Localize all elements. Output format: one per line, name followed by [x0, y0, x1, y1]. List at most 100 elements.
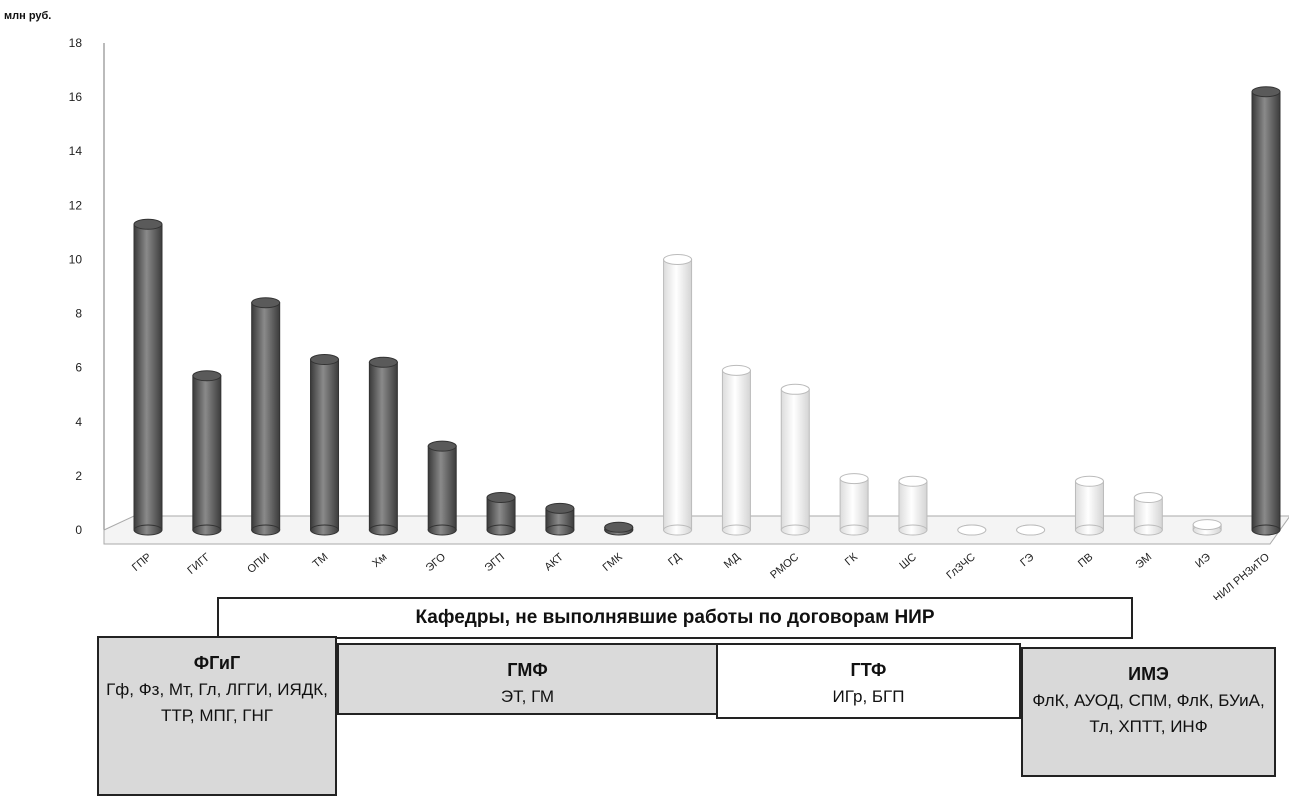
bar-base: [663, 524, 693, 536]
chart-floor: [103, 515, 1289, 545]
faculty-box-ime: ИМЭ ФлК, АУОД, СПМ, ФлК, БУиА, Тл, ХПТТ,…: [1021, 647, 1276, 777]
bar: [310, 354, 340, 536]
bar-top: [545, 502, 575, 514]
bar-body: [898, 480, 928, 531]
bar-top: [486, 492, 516, 504]
bar: [780, 383, 810, 536]
bar-top: [1192, 519, 1222, 531]
y-unit-label: млн руб.: [4, 10, 52, 22]
bar-body: [780, 388, 810, 531]
bar-base: [839, 524, 869, 536]
bar: [957, 524, 987, 536]
faculty-name: ИМЭ: [1128, 664, 1169, 684]
bar-top: [1133, 492, 1163, 504]
bar-body: [251, 302, 281, 531]
bar-base: [1133, 524, 1163, 536]
bar: [839, 473, 869, 536]
faculty-box-gtf: ГТФ ИГр, БГП: [716, 643, 1021, 719]
x-tick-label: МД: [722, 551, 743, 571]
bar-body: [1074, 480, 1104, 531]
bar-body: [133, 223, 163, 531]
y-tick-label: 16: [69, 90, 83, 104]
y-tick-label: 6: [75, 361, 82, 375]
faculty-name: ФГиГ: [193, 653, 241, 673]
bar: [721, 364, 751, 536]
x-tick-label: ПВ: [1076, 551, 1095, 570]
bar-base: [486, 524, 516, 536]
bar: [133, 218, 163, 536]
bar-base: [368, 524, 398, 536]
banner: Кафедры, не выполнявшие работы по догово…: [217, 597, 1133, 639]
x-tick-label: Хм: [370, 551, 389, 570]
bar-top: [957, 524, 987, 536]
bar-body: [310, 359, 340, 531]
bar-base: [721, 524, 751, 536]
faculty-departments: ИГр, БГП: [832, 687, 905, 706]
x-tick-label: ТМ: [311, 551, 331, 570]
bar: [1251, 86, 1281, 536]
bar-top: [1074, 475, 1104, 487]
bar-base: [898, 524, 928, 536]
bar: [604, 521, 634, 536]
x-tick-label: ИЭ: [1193, 551, 1213, 570]
bar-top: [898, 475, 928, 487]
bar-top: [1251, 86, 1281, 98]
bar-body: [721, 369, 751, 531]
bar-top: [310, 354, 340, 366]
x-tick-label: НИЛ РНЗиТО: [1211, 551, 1272, 600]
y-tick-label: 18: [69, 36, 83, 50]
faculty-departments: ЭТ, ГМ: [500, 687, 555, 706]
bar: [545, 502, 575, 536]
bar-body: [1251, 91, 1281, 531]
y-tick-label: 8: [75, 307, 82, 321]
bar-base: [1251, 524, 1281, 536]
bar-top: [839, 473, 869, 485]
x-tick-label: ЭМ: [1133, 551, 1154, 571]
x-tick-label: ГПР: [130, 551, 154, 574]
x-tick-label: ГлЗЧС: [944, 551, 977, 582]
bar-body: [839, 478, 869, 531]
banner-text: Кафедры, не выполнявшие работы по догово…: [415, 607, 935, 628]
bar-base: [1074, 524, 1104, 536]
bar-top: [1016, 524, 1046, 536]
bar-top: [427, 440, 457, 452]
bar: [192, 370, 222, 536]
x-tick-label: ГЭ: [1018, 551, 1036, 569]
faculty-departments: ФлК, АУОД, СПМ, ФлК, БУиА, Тл, ХПТТ, ИНФ: [1032, 691, 1265, 736]
bar-base: [780, 524, 810, 536]
bar-base: [251, 524, 281, 536]
faculty-box-gmf: ГМФ ЭТ, ГМ: [337, 643, 718, 715]
faculty-name: ГТФ: [850, 660, 887, 680]
y-tick-label: 2: [75, 469, 82, 483]
bar-top: [780, 383, 810, 395]
x-tick-label: ГК: [843, 551, 861, 569]
y-tick-label: 14: [69, 144, 83, 158]
y-tick-label: 12: [69, 198, 83, 212]
y-tick-label: 0: [75, 523, 82, 537]
bar-body: [368, 361, 398, 531]
bar-body: [192, 375, 222, 531]
bar: [663, 253, 693, 536]
bar-top: [604, 521, 634, 533]
bar: [486, 492, 516, 536]
bar-base: [133, 524, 163, 536]
bar: [251, 297, 281, 536]
bar: [1016, 524, 1046, 536]
bar-top: [663, 253, 693, 265]
x-tick-label: ШС: [897, 551, 919, 572]
bar: [1074, 475, 1104, 536]
faculty-box-fgig: ФГиГ Гф, Фз, Мт, Гл, ЛГГИ, ИЯДК, ТТР, МП…: [97, 636, 337, 796]
bar-top: [192, 370, 222, 382]
y-tick-label: 4: [75, 415, 82, 429]
bar-body: [663, 258, 693, 531]
x-tick-label: ЭГП: [483, 551, 507, 574]
x-tick-label: РМОС: [768, 551, 801, 581]
x-tick-label: АКТ: [542, 551, 566, 574]
bar-base: [310, 524, 340, 536]
x-tick-label: ОПИ: [245, 551, 271, 576]
bar-top: [368, 356, 398, 368]
bar: [1133, 492, 1163, 536]
bar: [427, 440, 457, 536]
x-tick-label: ГИГГ: [185, 551, 212, 577]
bar-top: [251, 297, 281, 309]
